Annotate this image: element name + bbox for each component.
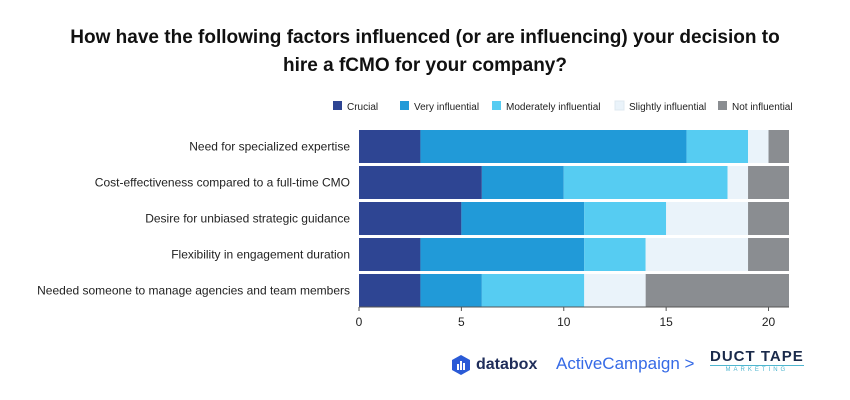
bars-group [359,130,789,307]
legend-label: Slightly influential [629,102,706,113]
x-tick-label-3: 15 [659,315,673,329]
bar-segment-3-2 [584,238,646,271]
bar-segment-0-2 [686,130,749,163]
legend-item-0: Crucial [333,101,378,113]
databox-icon [452,355,470,375]
bar-segment-3-3 [645,238,749,271]
legend-label: Crucial [347,102,378,113]
bar-segment-2-4 [748,202,789,235]
bar-segment-3-1 [420,238,585,271]
bar-segment-2-1 [461,202,585,235]
x-axis: 0 5 10 15 20 [356,306,789,329]
bar-segment-4-4 [645,274,789,307]
duct-tape-marketing-logo: DUCT TAPE MARKETING [710,349,804,375]
bar-segment-1-2 [563,166,728,199]
bar-segment-0-0 [359,130,421,163]
logo-strip: databox ActiveCampaign > DUCT TAPE MARKE… [0,345,850,390]
bar-segment-0-4 [768,130,789,163]
legend-item-4: Not influential [718,101,793,113]
legend-item-3: Slightly influential [614,100,706,113]
x-tick-label-1: 5 [458,315,465,329]
bar-segment-4-1 [420,274,482,307]
duct-tape-logo-sub: MARKETING [710,365,804,375]
legend-swatch [492,101,501,110]
bar-segment-2-0 [359,202,462,235]
legend-item-1: Very influential [400,101,479,113]
bar-segment-2-2 [584,202,667,235]
bar-segment-1-4 [748,166,789,199]
legend-swatch [718,101,727,110]
x-tick-label-4: 20 [762,315,776,329]
databox-logo: databox [452,355,537,375]
duct-tape-logo-main: DUCT TAPE [710,348,804,365]
legend-item-2: Moderately influential [492,101,601,113]
chart-legend: Crucial Very influential Moderately influe… [333,100,793,113]
bar-segment-0-1 [420,130,687,163]
category-labels: Need for specialized expertise Cost-effec… [37,140,350,298]
legend-label: Not influential [732,102,793,113]
bar-segment-4-2 [481,274,585,307]
category-label-3: Flexibility in engagement duration [171,248,350,262]
bar-segment-0-3 [748,130,769,163]
category-label-4: Needed someone to manage agencies and te… [37,284,350,298]
category-label-0: Need for specialized expertise [189,140,350,154]
bar-segment-4-3 [584,274,646,307]
bar-segment-3-4 [748,238,789,271]
stacked-bar-chart: Crucial Very influential Moderately influe… [37,100,793,329]
legend-label: Very influential [414,102,479,113]
databox-logo-text: databox [476,356,538,373]
x-tick-label-2: 10 [557,315,571,329]
bar-segment-1-0 [359,166,482,199]
bar-segment-1-3 [727,166,749,199]
x-tick-label-0: 0 [356,315,363,329]
legend-swatch [333,101,342,110]
legend-swatch [614,100,625,111]
category-label-1: Cost-effectiveness compared to a full-ti… [95,176,350,190]
legend-swatch [400,101,409,110]
category-label-2: Desire for unbiased strategic guidance [145,212,350,226]
activecampaign-logo: ActiveCampaign > [556,354,695,373]
bar-segment-1-1 [481,166,564,199]
bar-segment-4-0 [359,274,421,307]
bar-segment-3-0 [359,238,421,271]
chart-title: How have the following factors influence… [70,27,780,76]
bar-segment-2-3 [666,202,749,235]
legend-label: Moderately influential [506,102,601,113]
